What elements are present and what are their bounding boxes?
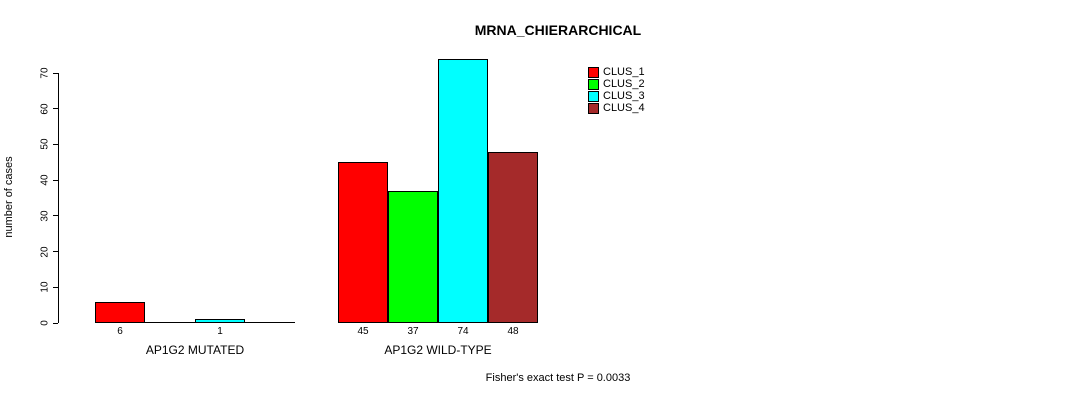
bar-clus_4	[488, 151, 538, 323]
legend-label: CLUS_2	[603, 78, 645, 90]
y-tick-label: 20	[39, 246, 51, 258]
bar-clus_1	[95, 301, 145, 323]
y-tick	[53, 143, 58, 145]
y-tick-label: 60	[39, 103, 51, 115]
bar-clus_3	[195, 319, 245, 323]
group-label: AP1G2 MUTATED	[145, 343, 245, 357]
y-tick-label: 30	[39, 210, 51, 222]
bar-clus_4-zero	[245, 322, 295, 323]
y-tick-label: 0	[39, 320, 51, 326]
legend-item-clus_4: CLUS_4	[588, 102, 645, 114]
y-tick	[53, 322, 58, 324]
bar-clus_1	[338, 162, 388, 323]
legend-swatch-icon	[588, 90, 599, 102]
y-tick	[53, 72, 58, 74]
legend-item-clus_1: CLUS_1	[588, 66, 645, 78]
y-axis-line	[58, 73, 59, 323]
legend-label: CLUS_4	[603, 102, 645, 114]
bar-value-label: 74	[457, 326, 469, 337]
legend-item-clus_2: CLUS_2	[588, 78, 645, 90]
y-tick-label: 70	[39, 67, 51, 79]
chart-title: MRNA_CHIERARCHICAL	[474, 22, 642, 38]
bar-value-label: 45	[357, 326, 369, 337]
legend-item-clus_3: CLUS_3	[588, 90, 645, 102]
bar-value-label: 1	[217, 326, 223, 337]
legend-swatch-icon	[588, 78, 599, 90]
y-tick	[53, 215, 58, 217]
y-tick-label: 50	[39, 138, 51, 150]
legend-label: CLUS_1	[603, 66, 645, 78]
bar-value-label: 6	[117, 326, 123, 337]
y-tick	[53, 251, 58, 253]
y-tick-label: 10	[39, 281, 51, 293]
group-label: AP1G2 WILD-TYPE	[384, 343, 492, 357]
y-tick	[53, 108, 58, 110]
legend-swatch-icon	[588, 66, 599, 78]
legend: CLUS_1 CLUS_2 CLUS_3 CLUS_4	[588, 66, 645, 114]
bar-value-label: 37	[407, 326, 419, 337]
bar-clus_3	[438, 58, 488, 323]
y-tick	[53, 179, 58, 181]
legend-label: CLUS_3	[603, 90, 645, 102]
y-tick	[53, 286, 58, 288]
y-tick-label: 40	[39, 174, 51, 186]
bar-value-label: 48	[507, 326, 519, 337]
legend-swatch-icon	[588, 102, 599, 114]
bar-clus_2	[388, 190, 438, 323]
bar-clus_2-zero	[145, 322, 195, 323]
footnote: Fisher's exact test P = 0.0033	[485, 372, 631, 384]
